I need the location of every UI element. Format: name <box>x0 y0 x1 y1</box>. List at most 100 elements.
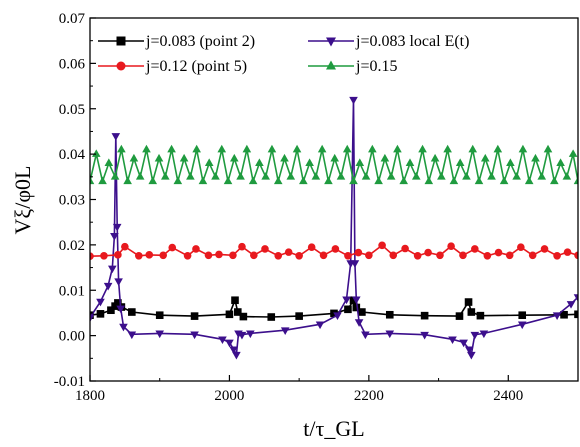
data-point <box>563 248 572 256</box>
data-point <box>267 313 276 321</box>
data-point <box>160 172 170 180</box>
data-point <box>385 310 394 319</box>
data-point <box>155 330 165 339</box>
data-point <box>528 251 537 260</box>
data-point <box>354 248 363 257</box>
legend-label: j=0.083 (point 2) <box>145 33 255 50</box>
data-point <box>470 331 480 340</box>
data-point <box>110 172 120 180</box>
data-point <box>342 144 352 153</box>
data-point <box>487 172 496 180</box>
data-point <box>286 172 296 180</box>
data-point <box>111 133 121 141</box>
data-point <box>267 144 277 153</box>
data-point <box>352 296 361 305</box>
series-2 <box>90 96 578 360</box>
data-point <box>553 251 561 260</box>
data-point <box>292 144 302 153</box>
data-point <box>250 251 258 260</box>
data-point <box>455 158 465 166</box>
data-point <box>107 306 115 315</box>
x-tick-label: 1800 <box>75 388 105 404</box>
data-point <box>566 301 576 309</box>
data-point <box>574 251 578 260</box>
data-point <box>103 282 113 291</box>
data-point <box>236 172 245 180</box>
legend-item: j=0.083 (point 2) <box>98 33 255 50</box>
legend-item: j=0.083 local E(t) <box>308 33 469 50</box>
plot-area <box>90 18 578 381</box>
data-point <box>114 299 122 307</box>
data-point <box>354 319 364 327</box>
data-point <box>123 176 132 185</box>
data-point <box>368 144 377 153</box>
legend-item: j=0.12 (point 5) <box>98 58 247 75</box>
data-point <box>299 176 308 185</box>
data-point <box>524 176 534 185</box>
data-point <box>225 310 234 319</box>
y-tick-label: -0.01 <box>54 374 85 390</box>
data-point <box>239 312 248 321</box>
series-layer <box>90 96 578 360</box>
legend-swatch-marker <box>326 60 336 70</box>
data-point <box>104 158 114 166</box>
data-point <box>317 144 327 153</box>
data-point <box>374 176 383 185</box>
data-point <box>242 144 252 153</box>
series-4 <box>90 144 578 185</box>
data-point <box>98 176 107 185</box>
data-point <box>121 242 129 251</box>
data-point <box>344 251 352 260</box>
data-point <box>108 265 117 274</box>
data-point <box>274 251 283 260</box>
data-point <box>90 314 95 323</box>
data-point <box>114 251 122 259</box>
data-point <box>280 153 289 162</box>
y-tick-label: 0.01 <box>59 283 85 299</box>
data-point <box>464 298 473 306</box>
data-point <box>378 241 386 250</box>
data-point <box>518 311 527 320</box>
data-point <box>90 252 94 261</box>
data-point <box>237 331 247 340</box>
data-point <box>531 153 540 162</box>
data-point <box>129 153 139 162</box>
data-point <box>155 311 164 320</box>
data-point <box>127 331 137 340</box>
data-point <box>560 310 568 319</box>
data-point <box>233 308 242 316</box>
data-point <box>467 308 476 316</box>
data-point <box>420 331 429 340</box>
data-point <box>324 176 333 185</box>
ticks-layer: 1800 2000 2200 2400 -0.01 0.00 0.01 0.02 0.03 0.0… <box>54 11 524 404</box>
data-point <box>135 172 145 180</box>
data-point <box>447 242 455 251</box>
data-point <box>229 346 238 355</box>
data-point <box>413 251 422 260</box>
data-point <box>255 158 264 166</box>
data-point <box>231 296 239 305</box>
data-point <box>436 251 444 260</box>
data-point <box>365 251 373 260</box>
data-point <box>537 172 547 180</box>
data-point <box>358 308 366 316</box>
data-point <box>190 331 199 340</box>
y-tick-label: 0.07 <box>59 11 86 27</box>
data-point <box>114 278 123 286</box>
data-point <box>246 330 255 339</box>
data-point <box>173 176 183 185</box>
data-point <box>186 172 195 180</box>
data-point <box>355 158 365 166</box>
data-point <box>217 144 227 153</box>
data-point <box>119 323 128 332</box>
data-point <box>420 311 429 320</box>
data-point <box>462 172 471 180</box>
data-point <box>350 260 360 268</box>
data-point <box>192 144 201 153</box>
data-point <box>223 176 233 185</box>
legend-label: j=0.083 local E(t) <box>355 33 469 50</box>
data-point <box>349 176 358 185</box>
data-point <box>573 176 578 185</box>
data-point <box>552 312 562 321</box>
